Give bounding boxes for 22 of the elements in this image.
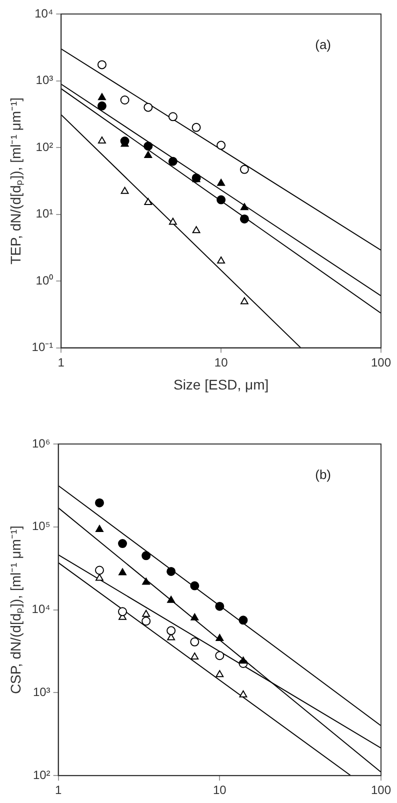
x-tick-label: 1: [58, 355, 65, 370]
x-tick-label: 1: [54, 783, 62, 798]
y-tick-label: 10⁰: [36, 273, 54, 288]
x-tick-label: 100: [370, 355, 392, 370]
y-axis-title: CSP, dN/(d[dₚ]), [ml⁻¹ μm⁻¹]: [7, 526, 24, 694]
annotation: (a): [315, 37, 331, 52]
y-tick-label: 10³: [36, 73, 54, 88]
y-tick-label: 10⁴: [32, 602, 50, 616]
y-tick-label: 10²: [36, 140, 54, 154]
y-tick-label: 10⁵: [32, 519, 50, 534]
y-tick-label: 10⁴: [34, 6, 54, 20]
y-tick-label: 10⁻¹: [32, 340, 54, 354]
annotation: (b): [315, 467, 331, 482]
x-tick-label: 10: [214, 355, 228, 370]
y-tick-label: 10⁶: [32, 436, 50, 450]
y-tick-label: 10¹: [36, 206, 54, 221]
x-tick-label: 10: [212, 783, 227, 798]
y-tick-label: 10²: [32, 768, 50, 782]
x-axis-title: Size [ESD, μm]: [173, 376, 269, 392]
y-tick-label: 10³: [32, 685, 50, 700]
y-axis-title: TEP, dN/(d[dₚ]), [ml⁻¹ μm⁻¹]: [7, 97, 24, 264]
x-tick-label: 100: [370, 783, 392, 798]
